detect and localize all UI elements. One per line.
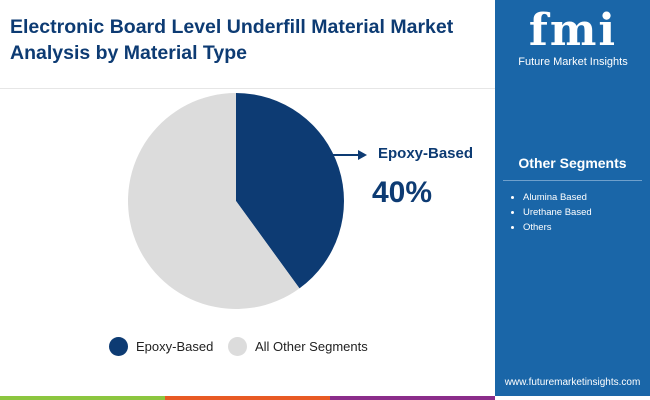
divider xyxy=(0,88,495,89)
sidebar: fmi Future Market Insights Other Segment… xyxy=(495,0,650,396)
legend-swatch xyxy=(109,337,128,356)
footer-bar-green xyxy=(0,396,165,400)
other-segments-list: Alumina Based Urethane Based Others xyxy=(511,192,592,237)
legend-label: All Other Segments xyxy=(255,339,368,354)
logo-mark: fmi xyxy=(528,5,618,56)
list-item: Alumina Based xyxy=(523,192,592,203)
other-segments-header: Other Segments xyxy=(518,155,627,171)
list-item: Others xyxy=(523,222,592,233)
pie-slice-epoxy-based xyxy=(236,93,344,289)
legend-label: Epoxy-Based xyxy=(136,339,214,354)
divider xyxy=(503,180,642,181)
callout-label: Epoxy-Based xyxy=(378,145,474,162)
arrow-icon xyxy=(358,150,367,160)
fmi-logo: fmi Future Market Insights xyxy=(513,5,633,69)
logo-subtitle: Future Market Insights xyxy=(518,56,628,68)
legend-item-others: All Other Segments xyxy=(228,337,368,356)
footer-bar-orange xyxy=(165,396,330,400)
page-title: Electronic Board Level Underfill Materia… xyxy=(10,16,454,64)
website-link[interactable]: www.futuremarketinsights.com xyxy=(504,377,641,388)
footer-bar-purple xyxy=(330,396,495,400)
list-item: Urethane Based xyxy=(523,207,592,218)
legend-item-epoxy: Epoxy-Based xyxy=(109,337,213,356)
pie-slice-all-other-segments xyxy=(127,93,300,310)
pie-chart xyxy=(127,93,367,310)
legend-swatch xyxy=(228,337,247,356)
callout-value: 40% xyxy=(372,176,433,209)
